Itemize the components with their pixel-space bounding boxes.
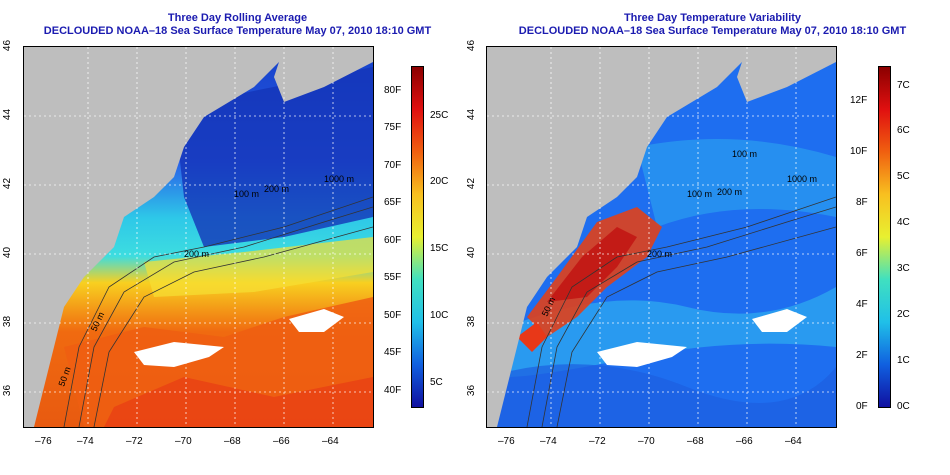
- right-map-svg: 1000 m 100 m 200 m 100 m 200 m 50 m: [487, 47, 836, 427]
- right-contour-2: 100 m: [732, 149, 757, 159]
- right-colorbar: [878, 66, 891, 408]
- left-cb-c-label: 15C: [430, 243, 449, 254]
- left-cb-f-label: 40F: [384, 385, 402, 396]
- left-cb-f-label: 55F: [384, 272, 402, 283]
- right-cb-c-label: 1C: [897, 355, 910, 366]
- right-cb-f-label: 8F: [856, 197, 868, 208]
- right-y-tick: 46: [466, 39, 478, 52]
- left-cb-f-label: 75F: [384, 122, 402, 133]
- left-cb-f-label: 60F: [384, 235, 402, 246]
- left-y-tick: 46: [2, 39, 14, 52]
- left-y-tick: 38: [2, 315, 14, 328]
- left-x-tick: –68: [224, 436, 241, 447]
- left-panel: Three Day Rolling Average DECLOUDED NOAA…: [2, 12, 449, 447]
- left-x-tick: –72: [126, 436, 143, 447]
- right-y-tick: 42: [466, 177, 478, 190]
- right-cb-f-label: 6F: [856, 248, 868, 259]
- right-x-tick: –64: [785, 436, 802, 447]
- right-y-tick: 36: [466, 384, 478, 397]
- left-title-line1: Three Day Rolling Average: [167, 12, 308, 24]
- left-cb-c-label: 5C: [430, 377, 443, 388]
- left-x-tick: –74: [77, 436, 94, 447]
- left-cb-c-label: 20C: [430, 176, 449, 187]
- right-cb-c-label: 3C: [897, 263, 910, 274]
- left-contour-1: 1000 m: [324, 174, 354, 184]
- right-contour-4: 100 m: [687, 189, 712, 199]
- right-x-tick: –74: [540, 436, 557, 447]
- left-cb-f-label: 80F: [384, 85, 402, 96]
- left-cb-f-label: 65F: [384, 197, 402, 208]
- right-x-tick: –70: [638, 436, 655, 447]
- right-cb-f-label: 4F: [856, 299, 868, 310]
- right-cb-f-label: 10F: [850, 146, 868, 157]
- left-colorbar: [411, 66, 424, 408]
- right-x-tick: –72: [589, 436, 606, 447]
- right-cb-f-label: 2F: [856, 350, 868, 361]
- left-contour-4: 200 m: [264, 184, 289, 194]
- left-cb-f-label: 70F: [384, 160, 402, 171]
- left-cb-f-label: 45F: [384, 347, 402, 358]
- right-x-tick: –68: [687, 436, 704, 447]
- left-cb-f-label: 50F: [384, 310, 402, 321]
- left-x-tick: –64: [322, 436, 339, 447]
- left-map[interactable]: 1000 m 200 m 100 m 200 m 50 m 50 m: [23, 46, 374, 428]
- right-contour-3: 200 m: [647, 249, 672, 259]
- right-cb-c-label: 7C: [897, 80, 910, 91]
- left-x-tick: –66: [273, 436, 290, 447]
- left-y-tick: 36: [2, 384, 14, 397]
- right-y-tick: 40: [466, 246, 478, 259]
- left-cb-c-label: 25C: [430, 110, 449, 121]
- right-x-tick: –76: [498, 436, 515, 447]
- right-y-tick: 38: [466, 315, 478, 328]
- right-map[interactable]: 1000 m 100 m 200 m 100 m 200 m 50 m: [486, 46, 837, 428]
- right-cb-c-label: 0C: [897, 401, 910, 412]
- right-contour-5: 200 m: [717, 187, 742, 197]
- right-cb-f-label: 12F: [850, 95, 868, 106]
- left-cb-c-label: 10C: [430, 310, 449, 321]
- left-x-tick: –76: [35, 436, 52, 447]
- right-panel: Three Day Temperature Variability DECLOU…: [466, 0, 950, 475]
- right-x-tick: –66: [736, 436, 753, 447]
- right-cb-c-label: 5C: [897, 171, 910, 182]
- right-y-tick: 44: [466, 108, 478, 121]
- left-title-line2: DECLOUDED NOAA–18 Sea Surface Temperatur…: [43, 25, 432, 37]
- right-title-line1: Three Day Temperature Variability: [623, 12, 802, 24]
- right-title-line2: DECLOUDED NOAA–18 Sea Surface Temperatur…: [518, 25, 907, 37]
- right-contour-1: 1000 m: [787, 174, 817, 184]
- left-x-tick: –70: [175, 436, 192, 447]
- right-cb-c-label: 6C: [897, 125, 910, 136]
- left-map-svg: 1000 m 200 m 100 m 200 m 50 m 50 m: [24, 47, 373, 427]
- left-y-tick: 44: [2, 108, 14, 121]
- left-y-tick: 42: [2, 177, 14, 190]
- right-cb-c-label: 4C: [897, 217, 910, 228]
- right-cb-f-label: 0F: [856, 401, 868, 412]
- left-contour-2: 200 m: [184, 249, 209, 259]
- left-contour-3: 100 m: [234, 189, 259, 199]
- left-y-tick: 40: [2, 246, 14, 259]
- right-cb-c-label: 2C: [897, 309, 910, 320]
